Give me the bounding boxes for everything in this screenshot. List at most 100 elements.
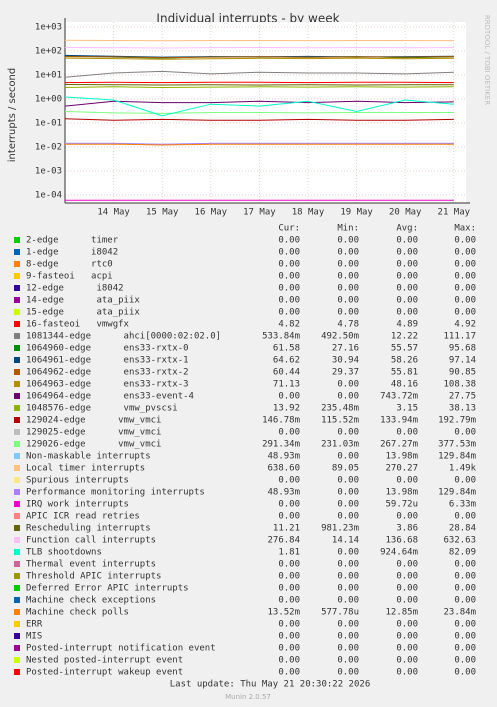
legend-value: 0.00 <box>337 572 359 582</box>
legend-value: 0.00 <box>396 596 418 606</box>
legend-value: 0.00 <box>278 500 300 510</box>
y-tick-label: 1e+00 <box>35 94 62 104</box>
legend-swatch <box>14 573 20 579</box>
legend-value: 0.00 <box>337 308 359 318</box>
legend-value: 291.34m <box>262 440 300 450</box>
legend-value: 0.00 <box>396 476 418 486</box>
legend-value: 192.79m <box>438 416 476 426</box>
legend-value: 743.72m <box>380 392 418 402</box>
legend-swatch <box>14 417 20 423</box>
legend-value: 577.78u <box>321 608 359 618</box>
legend-value: 0.00 <box>278 596 300 606</box>
legend-swatch <box>14 549 20 555</box>
legend-value: 13.98m <box>385 488 418 498</box>
legend-value: 12.22 <box>391 332 418 342</box>
legend-value: 0.00 <box>337 596 359 606</box>
y-tick-label: 1e-01 <box>35 118 62 128</box>
legend-value: 0.00 <box>396 272 418 282</box>
legend-value: 0.00 <box>396 248 418 258</box>
legend-value: 981.23m <box>321 524 359 534</box>
y-tick-label: 1e-04 <box>35 190 62 200</box>
legend-value: 111.17 <box>443 332 476 342</box>
legend-value: 0.00 <box>454 644 476 654</box>
legend-value: 0.00 <box>396 584 418 594</box>
legend-value: 0.00 <box>396 260 418 270</box>
legend-label: 1-edge i8042 <box>26 248 118 258</box>
x-tick-label: 19 May <box>340 208 373 218</box>
legend-swatch <box>14 249 20 255</box>
legend-value: 0.00 <box>337 656 359 666</box>
legend-value: 0.00 <box>278 476 300 486</box>
side-text: RRDTOOL / TOBI OETIKER <box>483 15 491 105</box>
x-tick-label: 17 May <box>243 208 276 218</box>
legend-value: 0.00 <box>454 308 476 318</box>
legend-label: Posted-interrupt notification event <box>26 644 216 654</box>
legend-value: 0.00 <box>396 620 418 630</box>
legend-label: 9-fasteoi acpi <box>26 272 113 282</box>
legend-value: 0.00 <box>454 248 476 258</box>
legend-header: Min: <box>337 224 359 234</box>
legend-label: Machine check polls <box>26 608 129 618</box>
legend-label: APIC ICR read retries <box>26 512 140 522</box>
legend-label: Spurious interrupts <box>26 476 129 486</box>
legend-swatch <box>14 285 20 291</box>
footer: Munin 2.0.57 <box>225 693 271 701</box>
legend-value: 38.13 <box>449 404 476 414</box>
legend-label: Nested posted-interrupt event <box>26 656 183 666</box>
legend-value: 0.00 <box>337 248 359 258</box>
legend-value: 0.00 <box>337 500 359 510</box>
y-axis-label: interrupts / second <box>7 68 18 162</box>
legend-value: 0.00 <box>337 284 359 294</box>
legend-value: 0.00 <box>278 632 300 642</box>
legend-value: 129.84m <box>438 452 476 462</box>
legend-value: 0.00 <box>278 260 300 270</box>
legend-swatch <box>14 609 20 615</box>
legend-label: Posted-interrupt wakeup event <box>26 668 183 678</box>
x-tick-label: 15 May <box>146 208 179 218</box>
legend-value: 0.00 <box>396 284 418 294</box>
legend-value: 0.00 <box>396 308 418 318</box>
legend-value: 27.16 <box>332 344 359 354</box>
legend-value: 267.27m <box>380 440 418 450</box>
legend-value: 29.37 <box>332 368 359 378</box>
legend-label: Thermal event interrupts <box>26 560 156 570</box>
legend-label: Rescheduling interrupts <box>26 524 151 534</box>
legend-label: 1064962-edge ens33-rxtx-2 <box>26 368 189 378</box>
legend-label: Local timer interrupts <box>26 464 145 474</box>
legend-swatch <box>14 393 20 399</box>
y-tick-label: 1e-03 <box>35 166 62 176</box>
legend-value: 0.00 <box>454 284 476 294</box>
legend-swatch <box>14 309 20 315</box>
x-tick-label: 14 May <box>97 208 130 218</box>
legend-label: Threshold APIC interrupts <box>26 572 161 582</box>
legend-swatch <box>14 453 20 459</box>
legend-swatch <box>14 585 20 591</box>
legend-value: 0.00 <box>337 476 359 486</box>
legend-swatch <box>14 357 20 363</box>
legend-swatch <box>14 405 20 411</box>
legend-value: 0.00 <box>337 272 359 282</box>
series-line <box>65 143 454 146</box>
legend-label: 8-edge rtc0 <box>26 260 113 270</box>
series-line <box>64 86 454 89</box>
y-tick-label: 1e-02 <box>35 142 62 152</box>
legend-value: 0.00 <box>337 488 359 498</box>
legend-value: 27.75 <box>449 392 476 402</box>
legend-label: 1064961-edge ens33-rxtx-1 <box>26 356 189 366</box>
legend-value: 0.00 <box>337 620 359 630</box>
legend-value: 1.49k <box>449 464 477 474</box>
legend-value: 632.63 <box>443 536 476 546</box>
legend-value: 3.15 <box>396 404 418 414</box>
legend-value: 0.00 <box>454 236 476 246</box>
series-line <box>64 96 454 117</box>
legend-swatch <box>14 597 20 603</box>
legend-value: 0.00 <box>278 284 300 294</box>
legend-swatch <box>14 513 20 519</box>
legend-value: 0.00 <box>454 560 476 570</box>
legend-value: 0.00 <box>337 236 359 246</box>
legend-swatch <box>14 297 20 303</box>
legend-value: 276.84 <box>267 536 300 546</box>
legend-value: 4.78 <box>337 320 359 330</box>
legend-swatch <box>14 429 20 435</box>
legend-value: 11.21 <box>273 524 300 534</box>
